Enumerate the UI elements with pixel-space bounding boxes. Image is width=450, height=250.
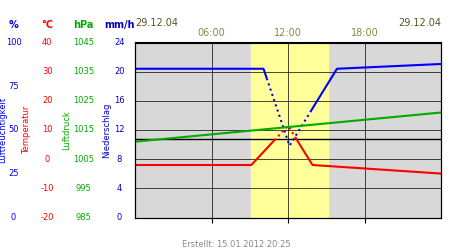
Text: mm/h: mm/h (104, 20, 135, 30)
Text: 1025: 1025 (73, 96, 94, 105)
Text: 75: 75 (8, 82, 19, 91)
Text: -10: -10 (40, 184, 54, 193)
Text: 50: 50 (8, 126, 19, 134)
Text: 1005: 1005 (73, 155, 94, 164)
Text: Luftfeuchtigkeit: Luftfeuchtigkeit (0, 97, 7, 163)
Text: °C: °C (41, 20, 53, 30)
Text: 12: 12 (114, 126, 125, 134)
Text: 1045: 1045 (73, 38, 94, 47)
Text: 1015: 1015 (73, 126, 94, 134)
Text: Erstellt: 15.01.2012 20:25: Erstellt: 15.01.2012 20:25 (182, 240, 290, 249)
Text: Niederschlag: Niederschlag (103, 102, 112, 158)
Text: 20: 20 (114, 67, 125, 76)
Text: 995: 995 (76, 184, 91, 193)
Text: 16: 16 (114, 96, 125, 105)
Text: hPa: hPa (73, 20, 94, 30)
Text: Luftdruck: Luftdruck (62, 110, 71, 150)
Bar (251, 42, 328, 218)
Text: 985: 985 (75, 213, 91, 222)
Text: 0: 0 (117, 213, 122, 222)
Text: 1035: 1035 (73, 67, 94, 76)
Text: %: % (9, 20, 18, 30)
Text: Temperatur: Temperatur (22, 106, 31, 154)
Text: 4: 4 (117, 184, 122, 193)
Text: 30: 30 (42, 67, 53, 76)
Text: 25: 25 (8, 169, 19, 178)
Text: 29.12.04: 29.12.04 (135, 18, 178, 28)
Text: 8: 8 (117, 155, 122, 164)
Text: 24: 24 (114, 38, 125, 47)
Text: 40: 40 (42, 38, 53, 47)
Text: 100: 100 (5, 38, 22, 47)
Text: 0: 0 (45, 155, 50, 164)
Text: 20: 20 (42, 96, 53, 105)
Text: 29.12.04: 29.12.04 (398, 18, 441, 28)
Text: 10: 10 (42, 126, 53, 134)
Text: -20: -20 (40, 213, 54, 222)
Text: 0: 0 (11, 213, 16, 222)
